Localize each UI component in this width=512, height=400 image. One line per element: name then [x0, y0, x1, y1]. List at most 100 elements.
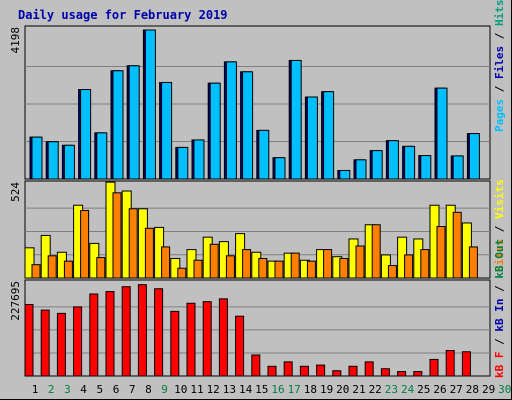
hits-bar	[242, 71, 254, 180]
day-label: 3	[64, 383, 71, 396]
sites-bar	[452, 211, 462, 279]
hits-bar	[161, 81, 173, 180]
hits-bar	[371, 150, 383, 180]
legend-entry: kB Out	[493, 239, 506, 279]
chart-title: Daily usage for February 2019	[18, 8, 228, 22]
sites-bar	[339, 257, 349, 279]
kb-bar	[445, 350, 455, 377]
hits-bar	[420, 155, 432, 180]
sites-bar	[47, 255, 57, 279]
day-label: 6	[113, 383, 120, 396]
kb-bar	[397, 371, 407, 377]
sites-bar	[387, 265, 397, 279]
day-label: 18	[304, 383, 317, 396]
day-label: 26	[433, 383, 446, 396]
hits-bar	[209, 82, 221, 180]
sites-bar	[80, 210, 90, 279]
legend-entry: /	[493, 26, 506, 46]
legend-entry: /	[493, 219, 506, 239]
hits-bar	[468, 133, 480, 180]
legend-entry: /	[493, 332, 506, 352]
kb-bar	[40, 309, 50, 377]
sites-bar	[274, 260, 284, 279]
sites-bar	[96, 257, 106, 279]
day-label: 9	[161, 383, 168, 396]
sites-bar	[404, 254, 414, 279]
legend-entry: /	[493, 279, 506, 299]
day-label: 4	[80, 383, 87, 396]
hits-bar	[355, 159, 367, 180]
hits-bar	[31, 136, 43, 180]
day-label: 30	[498, 383, 511, 396]
kb-bar	[154, 288, 164, 377]
kb-bar	[364, 361, 374, 377]
legend-entry: Hits	[493, 0, 506, 26]
sites-bar	[31, 264, 41, 279]
hits-bar	[63, 144, 75, 180]
legend-entry: Files	[493, 46, 506, 79]
sites-bar	[323, 249, 333, 279]
day-label: 23	[385, 383, 398, 396]
kb-bar	[218, 298, 228, 377]
kb-bar	[235, 315, 245, 377]
day-label: 10	[174, 383, 187, 396]
sites-bar	[371, 224, 381, 279]
kb-bar	[121, 286, 131, 377]
legend-entry: Sites	[493, 239, 506, 272]
sites-bar	[436, 226, 446, 279]
legend-entry: Visits	[493, 179, 506, 219]
kb-bar	[24, 303, 34, 377]
sites-bar	[420, 249, 430, 279]
hits-bar	[290, 59, 302, 180]
sites-bar	[128, 208, 138, 279]
sites-bar	[144, 227, 154, 279]
hits-bar	[452, 155, 464, 180]
day-label: 25	[417, 383, 430, 396]
day-label: 16	[271, 383, 284, 396]
sites-bar	[306, 260, 316, 279]
sites-bar	[112, 192, 122, 279]
sites-bar	[209, 243, 219, 279]
hits-bar	[436, 87, 448, 180]
kb-bar	[56, 312, 66, 377]
kb-bar	[137, 284, 147, 377]
hits-bar	[47, 141, 59, 180]
kb-bar	[202, 301, 212, 377]
day-label: 28	[466, 383, 479, 396]
day-label: 19	[320, 383, 333, 396]
sites-bar	[193, 259, 203, 279]
day-label: 14	[239, 383, 253, 396]
day-label: 7	[129, 383, 136, 396]
hits-bar	[144, 29, 156, 180]
kb-bar	[267, 365, 277, 377]
kb-bar	[332, 370, 342, 377]
sites-bar	[258, 257, 268, 279]
kb-bar	[73, 306, 83, 377]
sites-bar	[177, 267, 187, 279]
day-label: 13	[223, 383, 236, 396]
legend-entry: Pages	[493, 99, 506, 132]
day-label: 20	[336, 383, 349, 396]
day-label: 2	[48, 383, 55, 396]
hits-bar	[387, 140, 399, 180]
visits-bar	[24, 247, 35, 279]
day-label: 17	[288, 383, 301, 396]
kb-bar	[170, 310, 180, 377]
legend-entry: /	[493, 79, 506, 99]
hits-bar	[128, 65, 140, 180]
day-label: 1	[32, 383, 39, 396]
hits-bar	[323, 91, 335, 180]
kb-bar	[299, 365, 309, 377]
hits-bar	[339, 169, 351, 180]
panel-max-label: 4198	[9, 27, 22, 54]
sites-bar	[290, 252, 300, 279]
day-label: 22	[369, 383, 382, 396]
legend-entry: kB F	[493, 352, 506, 379]
kb-bar	[316, 364, 326, 377]
hits-bar	[258, 129, 270, 180]
day-label: 15	[255, 383, 268, 396]
hits-bar	[274, 157, 286, 180]
kb-bar	[380, 368, 390, 377]
